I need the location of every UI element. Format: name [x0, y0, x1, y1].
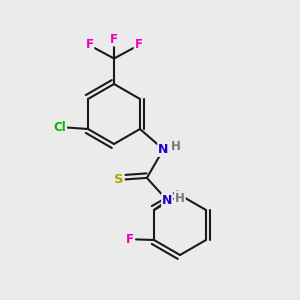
Text: F: F: [125, 233, 134, 246]
Text: N: N: [162, 194, 172, 207]
Text: H: H: [175, 191, 185, 205]
Text: N: N: [158, 143, 169, 156]
Text: F: F: [85, 38, 93, 52]
Text: Cl: Cl: [53, 121, 66, 134]
Text: F: F: [110, 32, 118, 46]
Text: F: F: [135, 38, 142, 52]
Text: S: S: [114, 173, 124, 186]
Text: H: H: [171, 140, 181, 153]
